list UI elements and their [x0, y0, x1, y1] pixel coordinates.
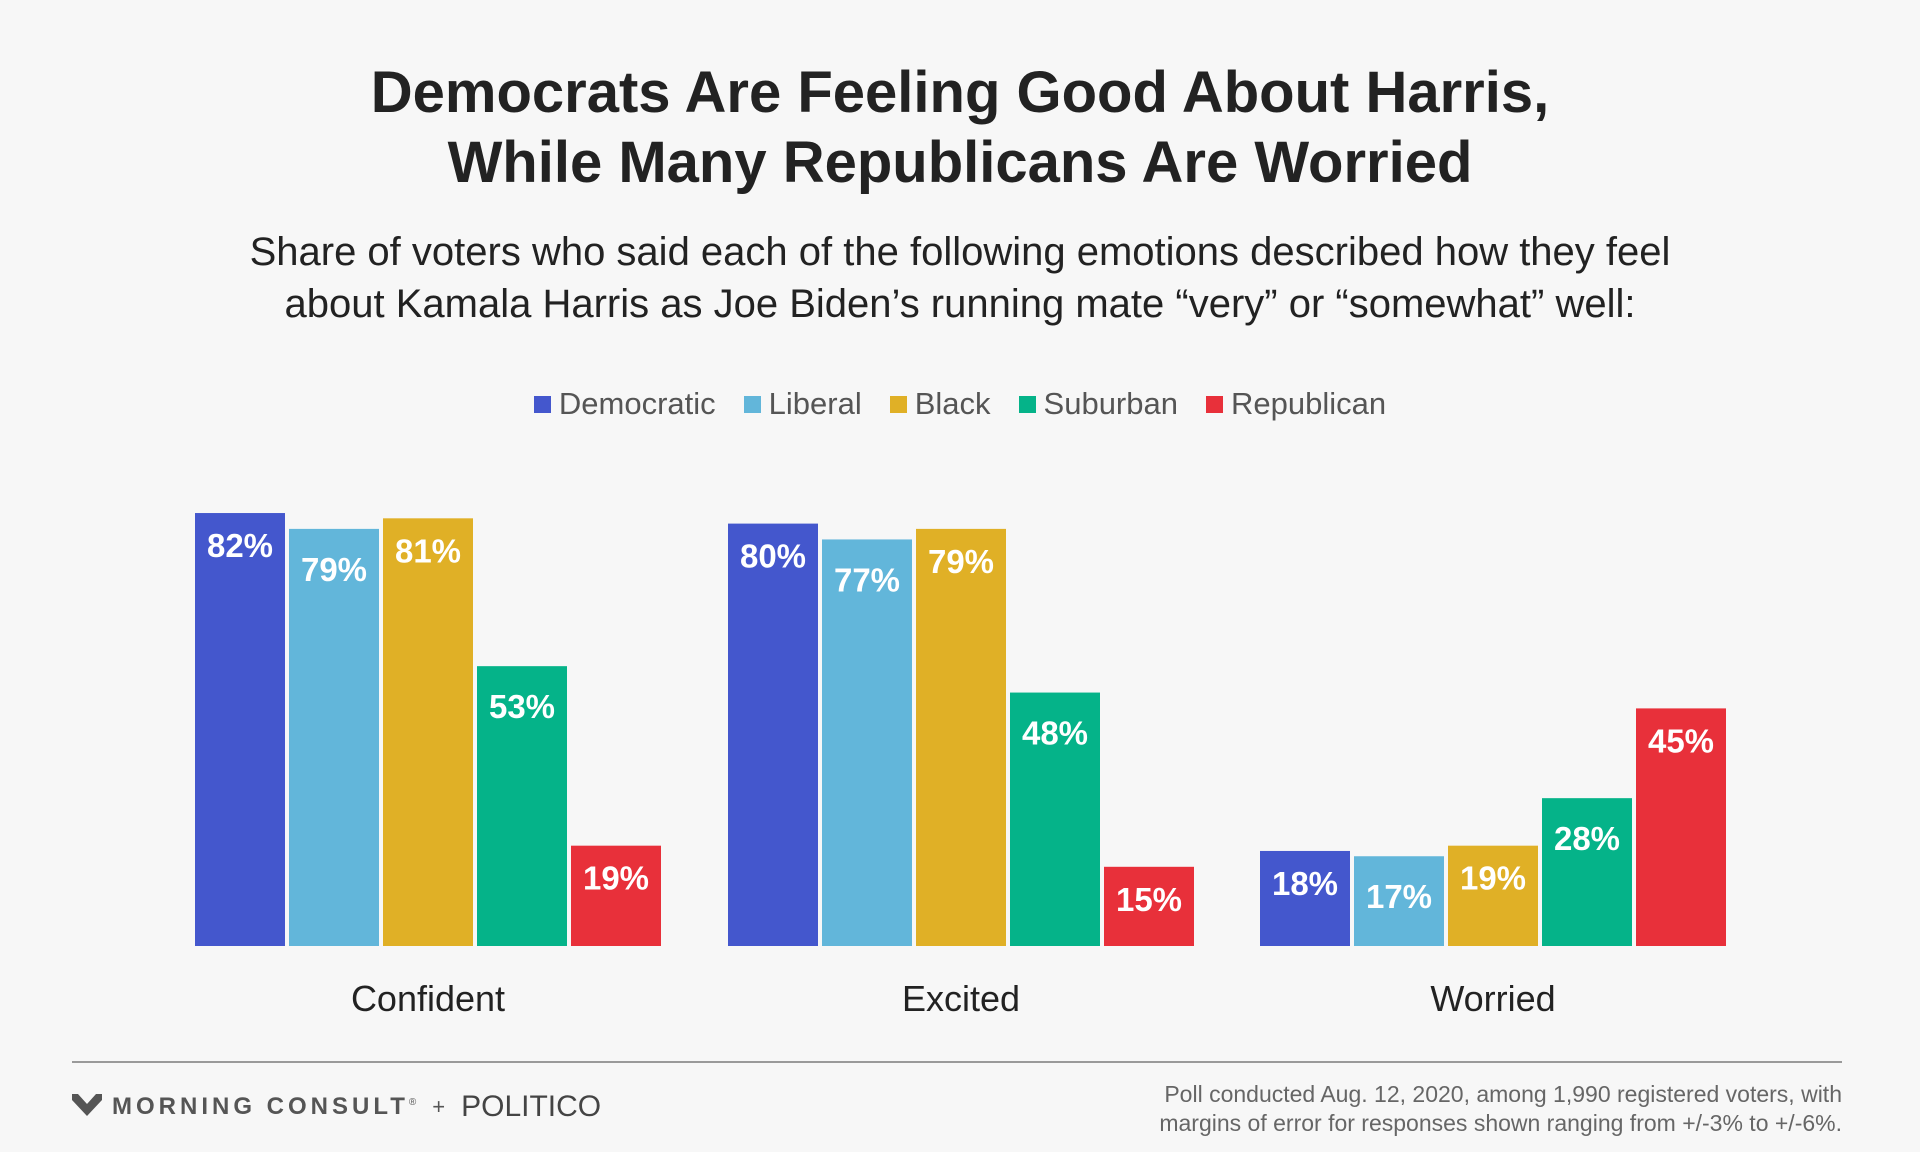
category-label-confident: Confident — [351, 978, 505, 1019]
bar-liberal-excited — [822, 539, 912, 946]
data-label-democratic-worried: 18% — [1272, 865, 1338, 902]
legend-swatch — [1018, 395, 1036, 413]
chart-legend: Democratic Liberal Black Suburban Republican — [0, 386, 1920, 422]
source-note-line-2: margins of error for responses shown ran… — [1159, 1110, 1842, 1136]
data-label-suburban-confident: 53% — [489, 688, 555, 725]
data-label-republican-worried: 45% — [1648, 722, 1714, 759]
bar-group-worried: 18% 17% 19% 28% 45% Worried — [1260, 708, 1726, 1019]
bar-republican-excited — [1104, 866, 1194, 946]
category-label-worried: Worried — [1430, 978, 1555, 1019]
bar-group-confident: 82% 79% 81% 53% 19% Confident — [195, 513, 661, 1019]
legend-swatch — [1205, 395, 1223, 413]
bar-republican-confident — [571, 845, 661, 946]
legend-swatch — [533, 395, 551, 413]
bar-group-excited: 80% 77% 79% 48% 15% Excited — [728, 523, 1194, 1019]
chart-subtitle-line-2: about Kamala Harris as Joe Biden’s runni… — [284, 282, 1636, 326]
bar-chart: 82% 79% 81% 53% 19% Confident 80% 77% 79% 48% 15% E… — [195, 513, 1726, 1019]
registered-mark: ® — [408, 1097, 417, 1108]
data-label-republican-excited: 15% — [1116, 881, 1182, 918]
source-note: Poll conducted Aug. 12, 2020, among 1,99… — [942, 1080, 1842, 1138]
data-label-suburban-excited: 48% — [1022, 715, 1088, 752]
legend-item-democratic: Democratic — [533, 386, 716, 422]
brand-plus: + — [432, 1094, 446, 1119]
chart-title-line-2: While Many Republicans Are Worried — [447, 130, 1473, 195]
bar-black-excited — [916, 528, 1006, 946]
politico-wordmark: POLITICO — [461, 1090, 602, 1123]
legend-item-republican: Republican — [1205, 386, 1387, 422]
category-label-excited: Excited — [902, 978, 1020, 1019]
legend-label: Suburban — [1043, 386, 1178, 421]
data-label-black-confident: 81% — [395, 532, 461, 569]
legend-swatch — [743, 395, 761, 413]
morning-consult-wordmark: MORNING CONSULT® — [112, 1093, 416, 1121]
data-label-liberal-worried: 17% — [1366, 878, 1432, 915]
morning-consult-label: MORNING CONSULT — [112, 1093, 409, 1120]
legend-item-black: Black — [889, 386, 991, 422]
legend-item-liberal: Liberal — [743, 386, 862, 422]
data-label-republican-confident: 19% — [583, 860, 649, 897]
legend-label: Liberal — [768, 386, 862, 421]
chart-subtitle: Share of voters who said each of the fol… — [0, 226, 1920, 330]
data-label-black-excited: 79% — [928, 543, 994, 580]
data-label-suburban-worried: 28% — [1554, 820, 1620, 857]
data-label-black-worried: 19% — [1460, 860, 1526, 897]
data-label-democratic-excited: 80% — [740, 538, 806, 575]
bar-black-worried — [1448, 845, 1538, 946]
data-label-liberal-confident: 79% — [301, 551, 367, 588]
legend-label: Republican — [1230, 386, 1387, 421]
legend-label: Democratic — [558, 386, 716, 421]
data-label-democratic-confident: 82% — [207, 527, 273, 564]
bar-liberal-confident — [289, 528, 379, 946]
chart-title-line-1: Democrats Are Feeling Good About Harris, — [370, 60, 1550, 125]
bar-democratic-confident — [195, 513, 285, 946]
bar-republican-worried — [1636, 708, 1726, 946]
bar-democratic-excited — [728, 523, 818, 946]
bar-suburban-excited — [1010, 692, 1100, 946]
data-label-liberal-excited: 77% — [834, 561, 900, 598]
chart-title: Democrats Are Feeling Good About Harris,… — [0, 58, 1920, 198]
bar-black-confident — [383, 518, 473, 946]
morning-consult-chevron-icon — [72, 1094, 102, 1116]
bar-liberal-worried — [1354, 856, 1444, 946]
bar-democratic-worried — [1260, 850, 1350, 946]
bar-suburban-worried — [1542, 798, 1632, 946]
footer-divider — [72, 1061, 1842, 1063]
chart-subtitle-line-1: Share of voters who said each of the fol… — [249, 230, 1671, 274]
legend-item-suburban: Suburban — [1018, 386, 1178, 422]
source-note-line-1: Poll conducted Aug. 12, 2020, among 1,99… — [1164, 1081, 1842, 1107]
legend-label: Black — [914, 386, 991, 421]
bar-suburban-confident — [477, 666, 567, 946]
legend-swatch — [889, 395, 907, 413]
brand-logos: MORNING CONSULT® + POLITICO — [72, 1090, 601, 1124]
